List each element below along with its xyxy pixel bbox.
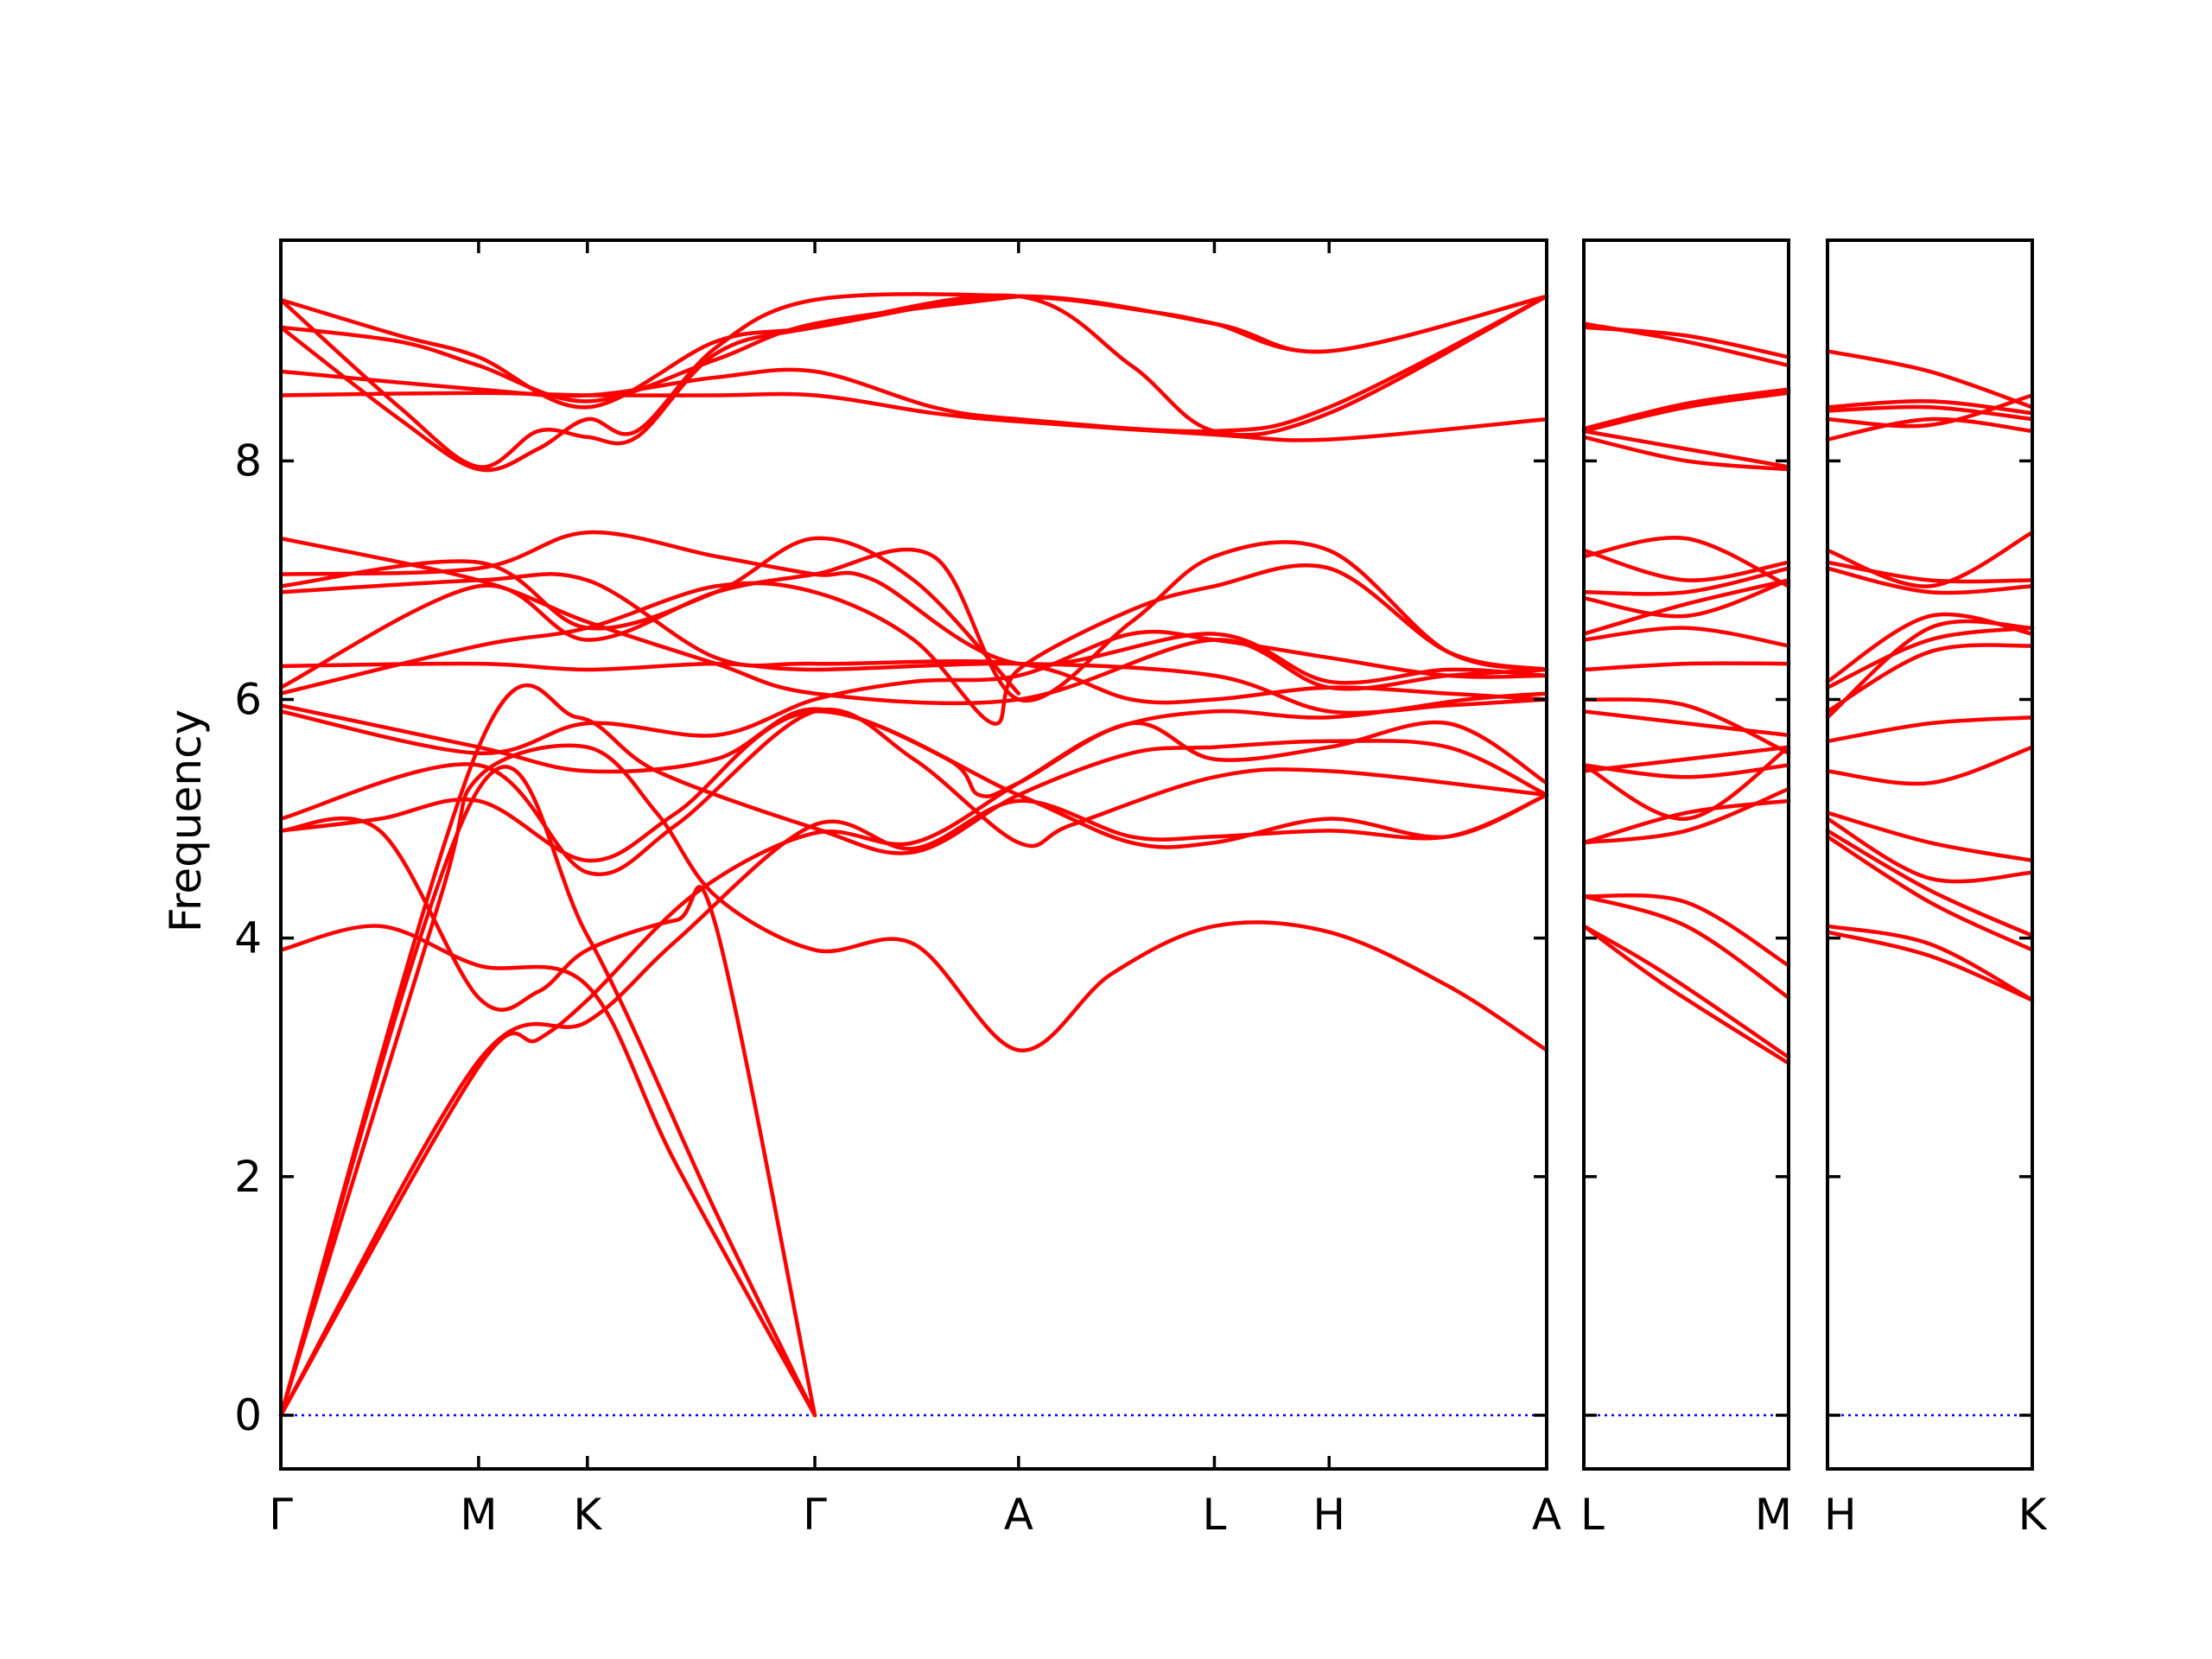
- band-line: [1581, 798, 1791, 845]
- band-line: [1825, 349, 2035, 410]
- band-line: [278, 765, 817, 1418]
- band-line: [278, 683, 1549, 1418]
- band-line: [1825, 619, 2035, 720]
- y-tick-label: 6: [234, 675, 262, 725]
- band-line: [1581, 578, 1791, 619]
- band-line: [1581, 661, 1791, 672]
- band-line: [1825, 626, 2035, 690]
- band-line: [1825, 715, 2035, 744]
- band-line: [1825, 416, 2035, 442]
- band-line: [278, 743, 1549, 1418]
- band-line: [1825, 930, 2035, 1002]
- band-line: [278, 294, 1549, 434]
- band-line: [278, 292, 1549, 473]
- x-tick-label: K: [573, 1490, 602, 1540]
- x-tick-label: H: [1824, 1490, 1857, 1540]
- x-tick-label: A: [1532, 1490, 1561, 1540]
- band-line: [1825, 612, 2035, 684]
- band-line: [278, 294, 1549, 410]
- band-line: [278, 691, 1549, 1418]
- y-tick-label: 4: [234, 913, 262, 963]
- band-line: [1581, 325, 1791, 359]
- band-line: [1581, 697, 1791, 755]
- panel-main: 0 2 4 6 8 Γ M K Γ A L H A: [234, 238, 1561, 1540]
- band-line: [1825, 566, 2035, 595]
- band-line: [278, 293, 1549, 469]
- x-tick-label: M: [460, 1490, 497, 1540]
- band-line: [1581, 626, 1791, 648]
- band-line: [1825, 835, 2035, 952]
- x-tick-label: M: [1755, 1490, 1792, 1540]
- band-line: [278, 816, 817, 1418]
- panel-frame: [279, 238, 1548, 1471]
- band-line: [1825, 404, 2035, 422]
- band-line: [1581, 429, 1791, 469]
- band-line: [278, 924, 817, 1418]
- x-tick-label: Γ: [803, 1490, 827, 1540]
- band-line: [278, 792, 1549, 1418]
- x-tick-label: A: [1004, 1490, 1033, 1540]
- y-tick-label: 2: [234, 1152, 262, 1202]
- band-line: [278, 530, 1549, 685]
- band-line: [278, 536, 1021, 696]
- y-tick-label: 8: [234, 435, 262, 486]
- band-line: [1581, 894, 1791, 1000]
- band-line: [1581, 745, 1791, 821]
- band-line: [278, 703, 1549, 798]
- band-line: [1825, 817, 2035, 884]
- band-line: [1825, 560, 2035, 584]
- band-line: [1581, 387, 1791, 431]
- band-line: [1581, 391, 1791, 434]
- y-tick-label: 0: [234, 1390, 262, 1440]
- x-tick-label: L: [1203, 1490, 1227, 1540]
- band-line: [278, 661, 1549, 715]
- band-line: [1825, 829, 2035, 938]
- band-line: [1581, 786, 1791, 845]
- band-line: [1825, 530, 2035, 588]
- x-tick-label: K: [2018, 1490, 2048, 1540]
- panel-frame: [1826, 238, 2034, 1471]
- band-line: [1825, 745, 2035, 786]
- band-line: [278, 707, 1549, 877]
- band-line: [1581, 435, 1791, 472]
- band-line: [1581, 709, 1791, 738]
- band-line: [1581, 924, 1791, 1065]
- band-line: [1581, 535, 1791, 588]
- band-line: [278, 294, 1021, 404]
- panel-frame: [1582, 238, 1790, 1471]
- x-tick-label: H: [1313, 1490, 1345, 1540]
- y-axis-label: Frequency: [161, 709, 211, 932]
- band-line: [278, 629, 1549, 755]
- band-line: [278, 540, 1549, 703]
- band-line: [1825, 924, 2035, 1002]
- band-line: [1581, 893, 1791, 968]
- x-tick-label: L: [1580, 1490, 1605, 1540]
- band-line: [1581, 924, 1791, 1059]
- band-line: [278, 536, 1549, 706]
- band-line: [1825, 810, 2035, 863]
- band-line: [1581, 548, 1791, 582]
- band-line: [1825, 399, 2035, 416]
- band-line: [1581, 578, 1791, 636]
- band-line: [1825, 393, 2035, 429]
- x-tick-label: Γ: [269, 1490, 293, 1540]
- band-line: [1581, 745, 1791, 773]
- band-line: [1825, 643, 2035, 714]
